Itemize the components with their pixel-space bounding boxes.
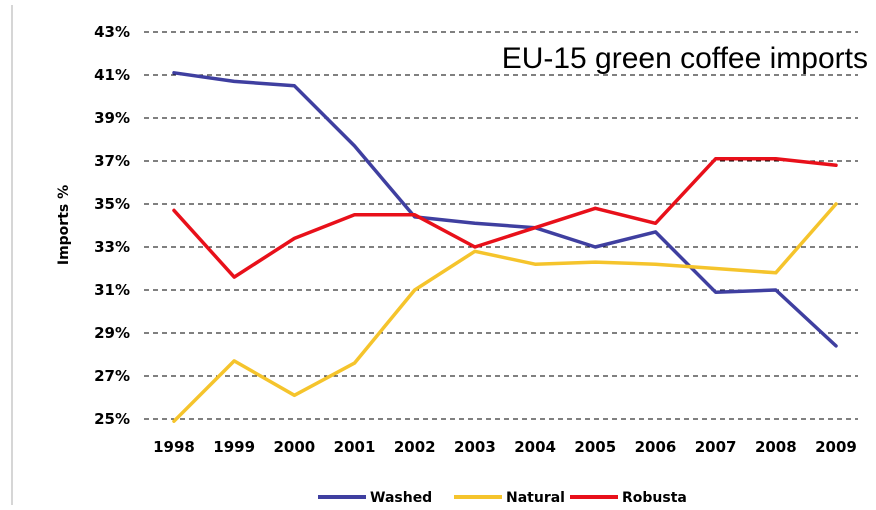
y-axis-label: Imports % (56, 185, 72, 265)
y-tick-label: 43% (94, 23, 130, 41)
y-tick-label: 37% (94, 152, 130, 170)
series-lines (172, 71, 838, 423)
x-tick-label: 2009 (815, 438, 857, 456)
x-tick-label: 2008 (755, 438, 797, 456)
y-tick-label: 33% (94, 238, 130, 256)
legend: Washed Natural Robusta (318, 490, 687, 506)
legend-label-robusta: Robusta (622, 490, 687, 506)
x-tick-label: 1998 (153, 438, 195, 456)
x-tick-label: 2003 (454, 438, 496, 456)
x-tick-label: 2004 (514, 438, 556, 456)
x-axis-ticks: 1998 1999 2000 2001 2002 2003 2004 2005 2006 2007… (153, 438, 857, 456)
y-tick-label: 27% (94, 367, 130, 385)
x-tick-label: 2002 (394, 438, 436, 456)
y-tick-label: 41% (94, 66, 130, 84)
y-tick-label: 39% (94, 109, 130, 127)
legend-label-natural: Natural (506, 490, 565, 506)
x-tick-label: 1999 (213, 438, 255, 456)
y-tick-label: 31% (94, 281, 130, 299)
y-tick-label: 29% (94, 324, 130, 342)
series-line-natural (172, 202, 838, 423)
chart-title: EU-15 green coffee imports (502, 42, 868, 75)
x-tick-label: 2000 (273, 438, 315, 456)
y-tick-label: 35% (94, 195, 130, 213)
x-tick-label: 2001 (334, 438, 376, 456)
grid-lines (144, 31, 858, 420)
x-tick-label: 2005 (574, 438, 616, 456)
legend-label-washed: Washed (370, 490, 432, 506)
series-line-robusta (172, 157, 838, 279)
y-axis-ticks: 25% 27% 29% 31% 33% 35% 37% 39% 41% 43% (94, 23, 130, 428)
series-line-washed (172, 71, 838, 348)
y-tick-label: 25% (94, 410, 130, 428)
x-tick-label: 2006 (635, 438, 677, 456)
x-tick-label: 2007 (695, 438, 737, 456)
